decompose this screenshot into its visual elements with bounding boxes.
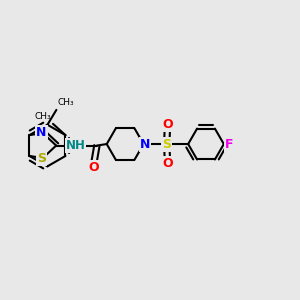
Text: N: N — [140, 138, 150, 151]
Text: CH₃: CH₃ — [58, 98, 74, 107]
Text: O: O — [88, 161, 99, 174]
Text: F: F — [225, 138, 233, 151]
Text: S: S — [37, 152, 46, 165]
Text: O: O — [162, 158, 173, 170]
Text: O: O — [162, 118, 173, 130]
Text: CH₃: CH₃ — [35, 112, 52, 122]
Text: NH: NH — [66, 139, 86, 152]
Text: S: S — [162, 138, 171, 151]
Text: N: N — [36, 126, 46, 139]
